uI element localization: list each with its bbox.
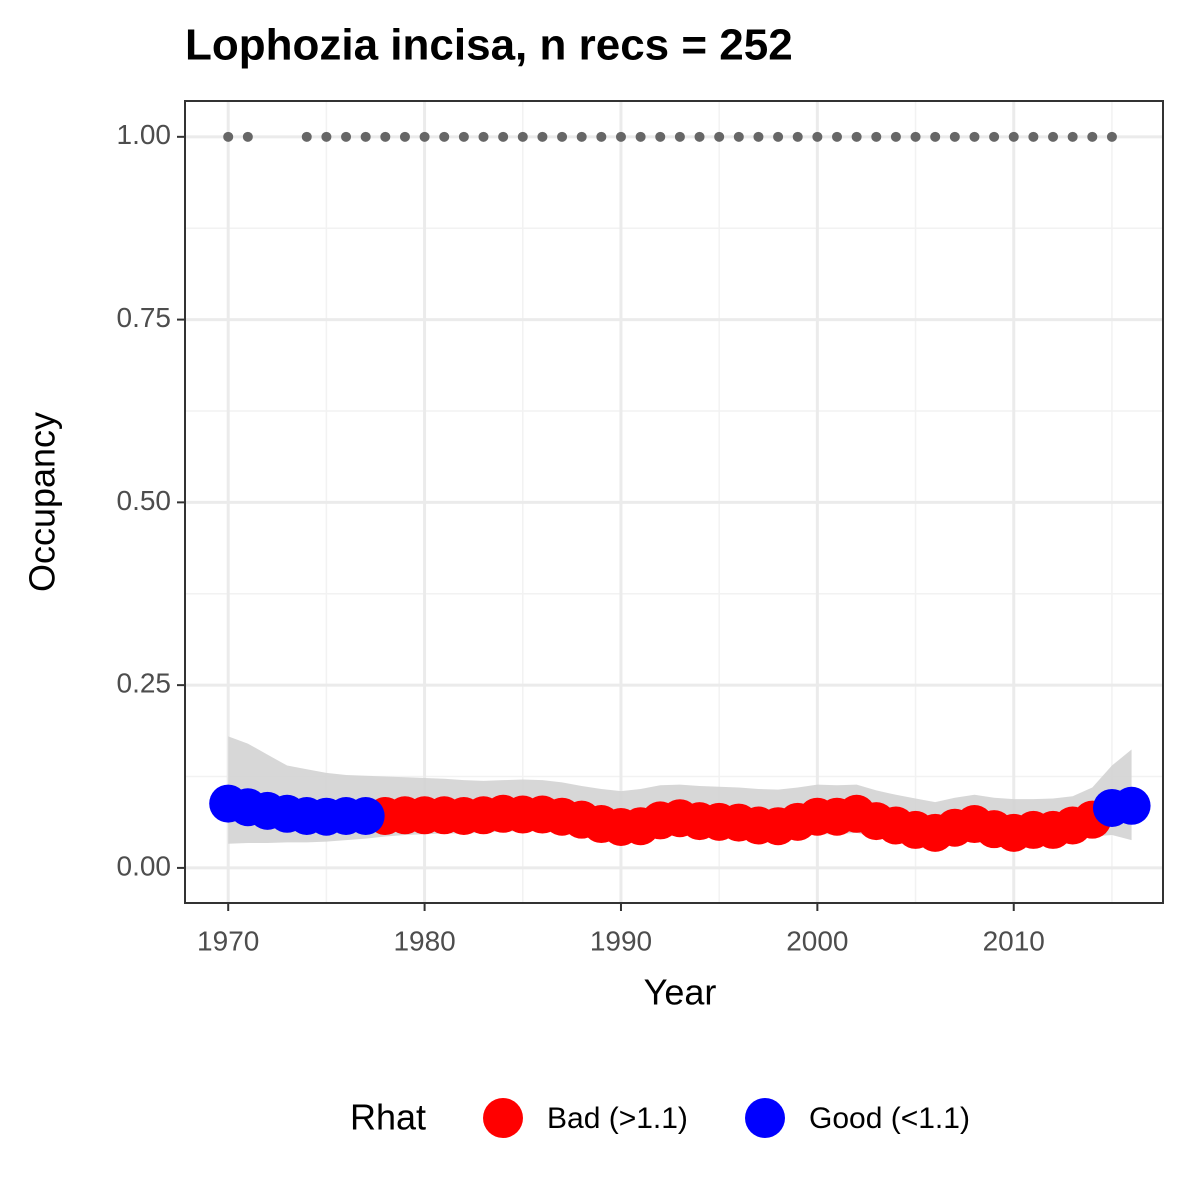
- x-tick-label: 1990: [590, 925, 652, 956]
- legend-label: Good (<1.1): [809, 1102, 970, 1135]
- record-dot: [655, 131, 666, 142]
- record-dot: [458, 131, 469, 142]
- record-dot: [399, 131, 410, 142]
- record-dot: [1008, 131, 1019, 142]
- legend-title: Rhat: [350, 1097, 426, 1138]
- x-tick-label: 2000: [786, 925, 848, 956]
- chart-title: Lophozia incisa, n recs = 252: [185, 21, 793, 70]
- y-tick-label: 0.00: [117, 850, 172, 881]
- record-dot: [517, 131, 528, 142]
- record-dot: [733, 131, 744, 142]
- x-tick-label: 1970: [197, 925, 259, 956]
- record-dot: [478, 131, 489, 142]
- record-dot: [694, 131, 705, 142]
- record-dot: [301, 131, 312, 142]
- legend-swatch: [745, 1098, 785, 1138]
- record-dot: [557, 131, 568, 142]
- record-dot: [1087, 131, 1098, 142]
- record-dot: [930, 131, 941, 142]
- record-dot: [576, 131, 587, 142]
- record-dot: [753, 131, 764, 142]
- legend-swatch: [483, 1098, 523, 1138]
- occupancy-point: [346, 797, 385, 836]
- record-dot: [773, 131, 784, 142]
- record-dot: [989, 131, 1000, 142]
- record-dot: [851, 131, 862, 142]
- record-dot: [242, 131, 253, 142]
- record-dot: [439, 131, 450, 142]
- record-dot: [714, 131, 725, 142]
- record-dot: [596, 131, 607, 142]
- record-dot: [812, 131, 823, 142]
- record-dot: [1028, 131, 1039, 142]
- record-dot: [498, 131, 509, 142]
- y-tick-label: 1.00: [117, 119, 172, 150]
- record-dot: [1048, 131, 1059, 142]
- legend-label: Bad (>1.1): [547, 1102, 688, 1135]
- occupancy-point: [1112, 786, 1151, 825]
- record-dot: [910, 131, 921, 142]
- y-tick-label: 0.25: [117, 668, 172, 699]
- record-dot: [969, 131, 980, 142]
- record-dot: [635, 131, 646, 142]
- record-dot: [419, 131, 430, 142]
- record-dot: [871, 131, 882, 142]
- y-tick-label: 0.50: [117, 485, 172, 516]
- record-dot: [360, 131, 371, 142]
- record-dot: [1106, 131, 1117, 142]
- record-dot: [1067, 131, 1078, 142]
- record-dot: [341, 131, 352, 142]
- record-dot: [537, 131, 548, 142]
- record-dot: [615, 131, 626, 142]
- y-axis-title: Occupancy: [22, 412, 63, 592]
- x-tick-label: 1980: [393, 925, 455, 956]
- y-tick-label: 0.75: [117, 302, 172, 333]
- record-dot: [380, 131, 391, 142]
- panel-border: [184, 100, 1164, 904]
- record-dot: [223, 131, 234, 142]
- x-axis-title: Year: [644, 972, 717, 1013]
- record-dot: [949, 131, 960, 142]
- record-dot: [321, 131, 332, 142]
- record-dot: [890, 131, 901, 142]
- record-dot: [832, 131, 842, 142]
- x-tick-label: 2010: [983, 925, 1045, 956]
- record-dot: [674, 131, 685, 142]
- record-dot: [792, 131, 803, 142]
